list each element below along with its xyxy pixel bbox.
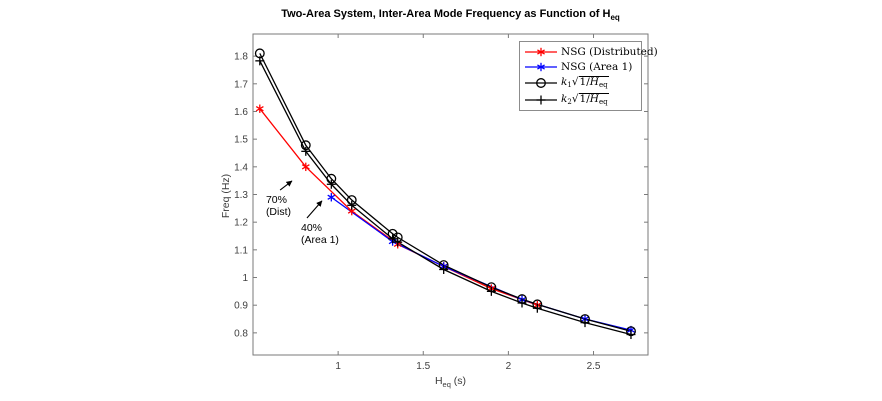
svg-text:2: 2 [506, 361, 512, 372]
x-axis-label: Heq (s) [253, 375, 648, 389]
svg-text:1: 1 [242, 273, 248, 284]
chart-title-text: Two-Area System, Inter-Area Mode Frequen… [281, 8, 611, 20]
chart-title: Two-Area System, Inter-Area Mode Frequen… [253, 8, 648, 22]
svg-text:1.7: 1.7 [234, 79, 248, 90]
svg-text:1.5: 1.5 [234, 135, 248, 146]
svg-text:1.4: 1.4 [234, 162, 248, 173]
chart-title-subscript: eq [610, 13, 620, 22]
legend-label: NSG (Area 1) [561, 60, 633, 73]
svg-text:1.6: 1.6 [234, 107, 248, 118]
svg-text:1.1: 1.1 [234, 245, 248, 256]
x-axis-label-unit: (s) [450, 375, 467, 387]
legend-item-nsg-distributed: NSG (Distributed) [524, 44, 658, 59]
svg-text:0.9: 0.9 [234, 301, 248, 312]
svg-text:1.2: 1.2 [234, 218, 248, 229]
legend-label: k2√1/Heq [561, 92, 609, 106]
y-axis-label: Freq (Hz) [220, 173, 232, 219]
svg-text:1: 1 [335, 361, 341, 372]
legend-line-circle-icon [525, 77, 557, 88]
svg-text:1.8: 1.8 [234, 52, 248, 63]
annotation-70-dist: 70% (Dist) [265, 193, 292, 218]
legend-item-k1-sqrt: k1√1/Heq [524, 74, 638, 91]
svg-text:1.5: 1.5 [416, 361, 430, 372]
radical-symbol: √ [571, 92, 579, 105]
legend-line-plus-icon [525, 95, 557, 104]
annotation-40-area1: 40% (Area 1) [301, 221, 339, 246]
legend-item-k2-sqrt: k2√1/Heq [524, 91, 638, 108]
legend-label: k1√1/Heq [561, 75, 609, 89]
svg-text:1.3: 1.3 [234, 190, 248, 201]
x-axis-label-var: H [434, 375, 443, 387]
svg-text:0.8: 0.8 [234, 328, 248, 339]
legend-item-nsg-area1: NSG (Area 1) [524, 59, 638, 74]
legend-label: NSG (Distributed) [561, 45, 658, 58]
legend-line-asterisk-red-icon [525, 47, 557, 56]
legend: NSG (Distributed) NSG (Area 1) k1√1/Heq … [519, 41, 658, 111]
svg-text:2.5: 2.5 [587, 361, 601, 372]
x-axis-label-subscript: eq [442, 380, 451, 389]
radical-symbol: √ [571, 75, 579, 88]
legend-line-asterisk-blue-icon [525, 62, 557, 71]
